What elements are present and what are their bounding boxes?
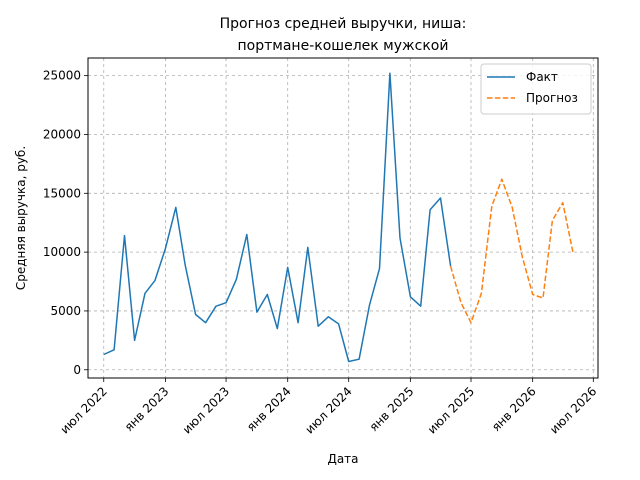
y-tick-label: 15000 xyxy=(43,186,81,200)
y-tick-label: 25000 xyxy=(43,69,81,83)
series-line-0 xyxy=(103,72,452,363)
y-tick-label: 5000 xyxy=(50,304,81,318)
chart-title-line-2: портмане-кошелек мужской xyxy=(238,38,449,54)
y-tick-label: 20000 xyxy=(43,127,81,141)
series-line-1 xyxy=(449,178,574,324)
x-axis-title: Дата xyxy=(327,452,358,466)
legend-label-fact: Факт xyxy=(526,70,558,84)
y-tick-label: 0 xyxy=(73,363,81,377)
chart-title: Прогноз средней выручки, ниша: портмане-… xyxy=(220,16,467,54)
chart-title-line-1: Прогноз средней выручки, ниша: xyxy=(220,16,467,32)
grid xyxy=(88,58,598,378)
series-lines xyxy=(103,72,574,363)
y-axis-title: Средняя выручка, руб. xyxy=(14,146,28,290)
y-tick-label: 10000 xyxy=(43,245,81,259)
legend: Факт Прогноз xyxy=(480,63,592,115)
legend-label-forecast: Прогноз xyxy=(526,91,578,105)
plot-area-frame xyxy=(87,57,599,379)
